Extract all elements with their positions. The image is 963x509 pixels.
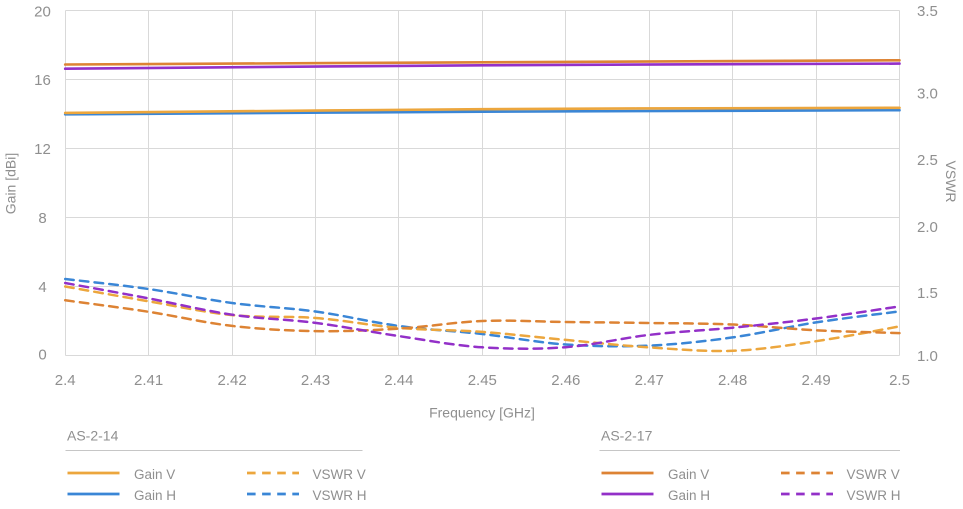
- svg-text:VSWR: VSWR: [943, 161, 959, 203]
- svg-text:AS-2-14: AS-2-14: [67, 427, 119, 443]
- svg-text:1.5: 1.5: [917, 285, 938, 302]
- svg-text:2.41: 2.41: [134, 372, 163, 389]
- svg-text:VSWR H: VSWR H: [313, 488, 367, 503]
- svg-text:2.5: 2.5: [889, 372, 910, 389]
- svg-text:2.49: 2.49: [801, 372, 830, 389]
- svg-text:2.48: 2.48: [718, 372, 747, 389]
- svg-text:AS-2-17: AS-2-17: [601, 427, 653, 443]
- svg-text:Gain H: Gain H: [668, 488, 710, 503]
- svg-text:Gain H: Gain H: [134, 488, 176, 503]
- svg-text:2.43: 2.43: [301, 372, 330, 389]
- svg-text:2.42: 2.42: [217, 372, 246, 389]
- svg-text:Gain [dBi]: Gain [dBi]: [3, 153, 19, 214]
- svg-text:1.0: 1.0: [917, 348, 938, 365]
- svg-text:8: 8: [38, 210, 46, 227]
- svg-text:Frequency [GHz]: Frequency [GHz]: [429, 405, 535, 421]
- svg-text:2.5: 2.5: [917, 152, 938, 169]
- svg-text:16: 16: [34, 72, 51, 89]
- svg-text:4: 4: [38, 279, 46, 296]
- svg-text:20: 20: [34, 3, 51, 20]
- svg-text:2.45: 2.45: [468, 372, 497, 389]
- svg-text:3.5: 3.5: [917, 3, 938, 20]
- svg-text:2.47: 2.47: [635, 372, 664, 389]
- svg-text:Gain V: Gain V: [134, 467, 175, 482]
- svg-text:12: 12: [34, 141, 51, 158]
- svg-text:VSWR H: VSWR H: [847, 488, 901, 503]
- svg-text:0: 0: [38, 346, 46, 363]
- svg-text:2.4: 2.4: [55, 372, 76, 389]
- svg-text:3.0: 3.0: [917, 86, 938, 103]
- svg-text:2.0: 2.0: [917, 219, 938, 236]
- svg-text:VSWR V: VSWR V: [847, 467, 900, 482]
- svg-text:2.46: 2.46: [551, 372, 580, 389]
- svg-text:Gain V: Gain V: [668, 467, 709, 482]
- svg-text:2.44: 2.44: [384, 372, 413, 389]
- svg-text:VSWR V: VSWR V: [313, 467, 366, 482]
